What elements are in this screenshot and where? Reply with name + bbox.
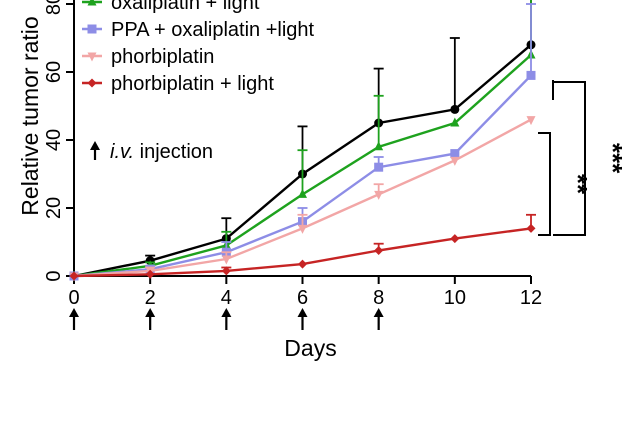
legend-marker: [87, 24, 97, 34]
legend-marker: [87, 78, 97, 88]
legend-marker: [87, 0, 97, 6]
data-point: [450, 149, 460, 159]
legend-label: phorbiplatin + light: [111, 73, 274, 95]
arrow-head: [69, 308, 79, 317]
arrow-head: [297, 308, 308, 317]
data-point: [298, 259, 307, 269]
y-axis-title: Relative tumor ratio: [17, 16, 43, 215]
data-point: [450, 117, 460, 127]
legend-label: PPA + oxaliplatin +light: [111, 19, 315, 41]
x-tick-label: 4: [221, 287, 232, 309]
data-point: [450, 104, 460, 114]
significance-label: ***: [598, 143, 628, 174]
significance-bracket-outer: ***: [552, 80, 628, 236]
injection-note-label: i.v. injection: [110, 141, 213, 163]
data-point: [145, 269, 155, 279]
arrow-head: [373, 308, 384, 317]
y-tick-label: 80: [43, 0, 65, 15]
injection-note-arrow: [90, 141, 100, 160]
bracket-line: [553, 81, 586, 236]
arrow-head: [90, 141, 100, 150]
x-tick-label: 10: [444, 287, 466, 309]
y-tick-label: 40: [43, 129, 65, 151]
injection-arrow: [69, 308, 79, 330]
data-point: [526, 116, 536, 126]
x-axis-title: Days: [284, 335, 336, 361]
y-tick-label: 0: [43, 270, 65, 281]
injection-arrow: [145, 308, 156, 330]
injection-arrow: [221, 308, 232, 330]
data-point: [450, 234, 460, 244]
legend-entry: phorbiplatin + light: [82, 73, 274, 95]
y-tick-label: 20: [43, 197, 65, 219]
legend-label: phorbiplatin: [111, 46, 214, 68]
injection-note: i.v. injection: [90, 141, 213, 163]
data-point: [374, 141, 384, 151]
significance-label: **: [563, 174, 593, 195]
legend: oxaliplatin + light PPA + oxaliplatin +li…: [82, 0, 315, 163]
data-point: [374, 162, 384, 172]
data-point: [298, 188, 307, 198]
injection-note-text: injection: [134, 141, 213, 163]
data-point: [374, 246, 384, 255]
arrow-head: [145, 308, 156, 317]
injection-note-italic: i.v.: [110, 141, 134, 163]
data-point: [526, 223, 536, 233]
injection-arrow: [373, 308, 384, 330]
data-point: [450, 156, 460, 166]
legend-marker: [87, 52, 97, 62]
y-tick-label: 60: [43, 61, 65, 83]
data-point: [526, 70, 536, 80]
data-point: [298, 224, 307, 234]
bracket-line: [538, 132, 551, 236]
x-tick-label: 6: [297, 287, 308, 309]
data-point: [69, 271, 79, 281]
legend-label: oxaliplatin + light: [111, 0, 260, 14]
x-tick-label: 0: [68, 287, 79, 309]
data-point: [374, 190, 384, 200]
series-4: [69, 213, 536, 281]
data-point: [221, 255, 231, 265]
arrow-head: [221, 308, 232, 317]
legend-entry: PPA + oxaliplatin +light: [82, 19, 315, 41]
x-tick-label: 12: [520, 287, 542, 309]
data-point: [221, 266, 231, 276]
legend-entry: phorbiplatin: [82, 46, 214, 68]
x-tick-label: 8: [373, 287, 384, 309]
legend-entry: oxaliplatin + light: [82, 0, 260, 14]
x-tick-label: 2: [145, 287, 156, 309]
injection-arrow: [297, 308, 308, 330]
